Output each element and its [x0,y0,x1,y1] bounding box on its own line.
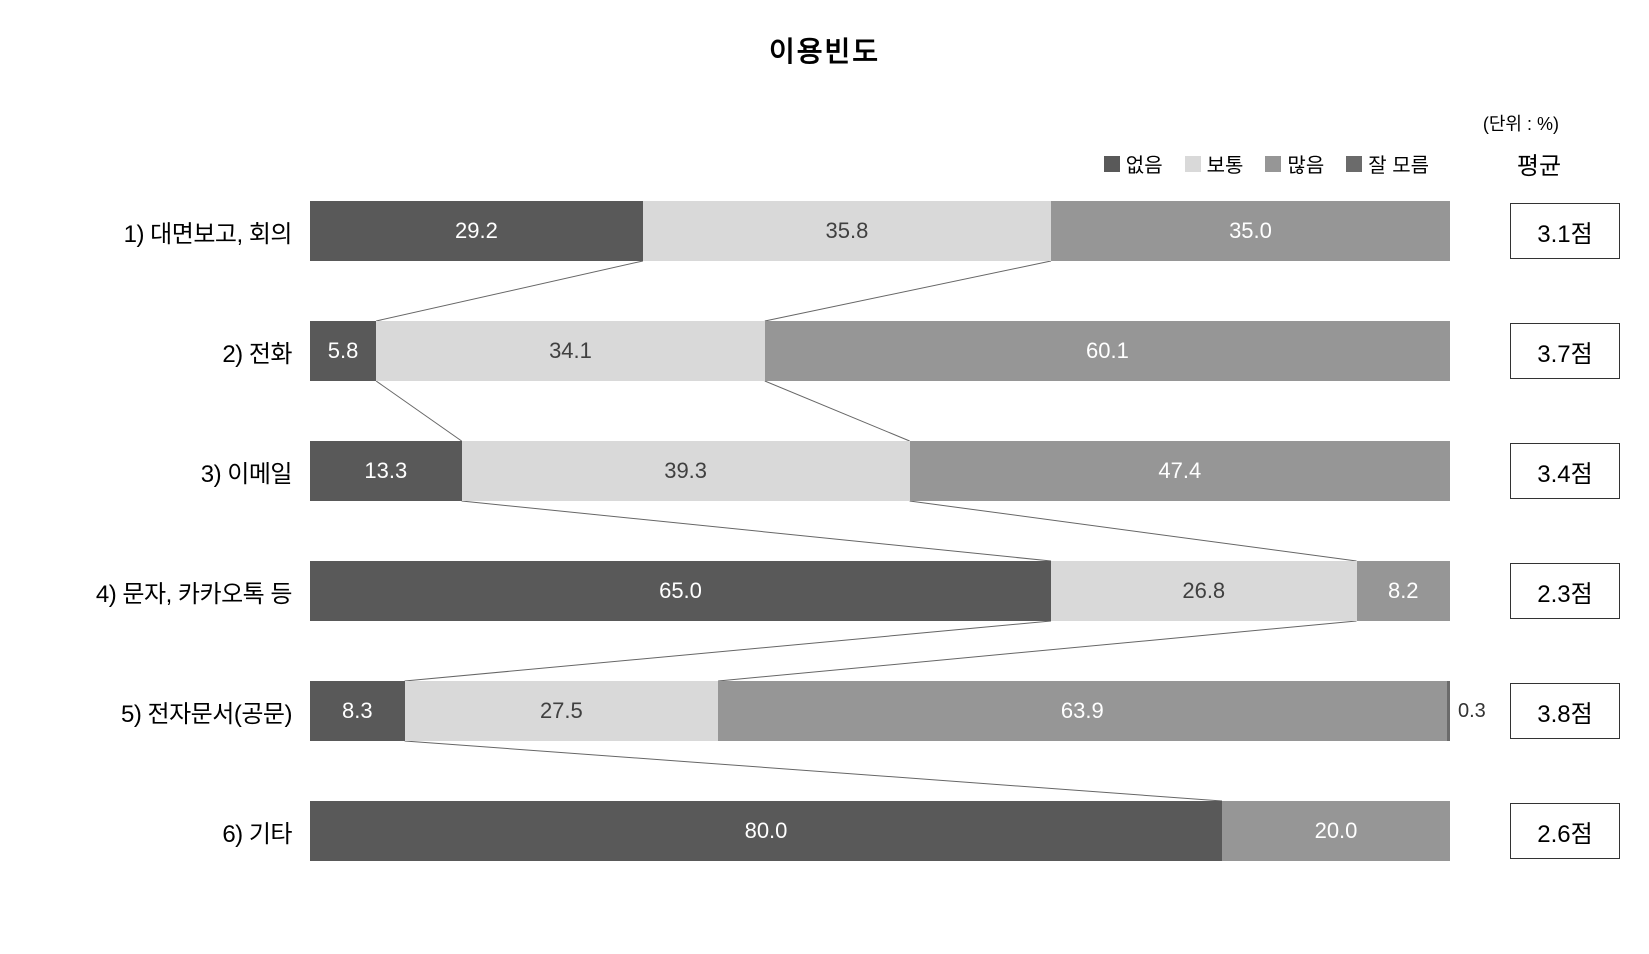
legend: 없음 보통 많음 잘 모름 [310,149,1429,178]
avg-score-box: 3.8점 [1510,683,1620,739]
chart-row: 3) 이메일13.339.347.43.4점 [40,441,1609,501]
avg-score-box: 3.4점 [1510,443,1620,499]
bar-segment: 39.3 [462,441,910,501]
stacked-bar: 8.3 27.5 63.9 0.3 [310,681,1450,741]
bar-segment: 20.0 [1222,801,1450,861]
segment-value: 13.3 [364,458,407,484]
segment-value: 63.9 [1061,698,1104,724]
row-label: 4) 문자, 카카오톡 등 [40,574,310,609]
segment-value: 80.0 [745,818,788,844]
segment-value: 8.2 [1388,578,1419,604]
bar-segment: 35.8 [643,201,1051,261]
segment-value: 35.0 [1229,218,1272,244]
segment-value: 47.4 [1158,458,1201,484]
header-row: 없음 보통 많음 잘 모름 평균 [40,146,1609,181]
bar-segment: 65.0 [310,561,1051,621]
chart-row: 5) 전자문서(공문)8.327.563.90.33.8점 [40,681,1609,741]
legend-swatch [1185,156,1201,172]
bar-segment: 34.1 [376,321,765,381]
legend-item: 없음 [1104,149,1163,178]
stacked-bar: 29.2 35.8 35.0 [310,201,1450,261]
legend-item: 잘 모름 [1346,149,1429,178]
bar-segment: 13.3 [310,441,462,501]
segment-value: 5.8 [328,338,359,364]
legend-label: 많음 [1287,149,1324,178]
bar-segment: 8.2 [1357,561,1450,621]
unit-label: (단위 : %) [40,110,1609,136]
bar-segment: 29.2 [310,201,643,261]
bar-segment: 27.5 [405,681,719,741]
segment-value: 34.1 [549,338,592,364]
segment-value: 8.3 [342,698,373,724]
stacked-bar: 13.3 39.3 47.4 [310,441,1450,501]
segment-value: 39.3 [664,458,707,484]
bar-segment: 80.0 [310,801,1222,861]
avg-score-box: 2.6점 [1510,803,1620,859]
row-label: 2) 전화 [40,334,310,369]
segment-value: 65.0 [659,578,702,604]
chart-row: 1) 대면보고, 회의29.235.835.03.1점 [40,201,1609,261]
row-label: 5) 전자문서(공문) [40,694,310,729]
stacked-bar: 80.0 20.0 [310,801,1450,861]
bar-segment: 26.8 [1051,561,1357,621]
bar-segment: 5.8 [310,321,376,381]
avg-score-box: 3.1점 [1510,203,1620,259]
legend-label: 없음 [1126,149,1163,178]
bar-segment: 0.3 [1447,681,1450,741]
legend-swatch [1104,156,1120,172]
chart-rows: 1) 대면보고, 회의29.235.835.03.1점2) 전화5.834.16… [40,201,1609,861]
row-label: 1) 대면보고, 회의 [40,214,310,249]
segment-value: 26.8 [1182,578,1225,604]
row-label: 6) 기타 [40,814,310,849]
segment-value: 0.3 [1458,700,1486,723]
avg-column-header: 평균 [1469,146,1609,181]
row-label: 3) 이메일 [40,454,310,489]
stacked-bar: 65.0 26.8 8.2 [310,561,1450,621]
segment-value: 27.5 [540,698,583,724]
segment-value: 20.0 [1315,818,1358,844]
chart-title: 이용빈도 [40,30,1609,70]
segment-value: 35.8 [826,218,869,244]
connector-lines [40,201,1450,861]
legend-label: 보통 [1207,149,1244,178]
bar-segment: 63.9 [718,681,1446,741]
chart-row: 4) 문자, 카카오톡 등65.026.88.22.3점 [40,561,1609,621]
legend-item: 많음 [1265,149,1324,178]
legend-label: 잘 모름 [1368,149,1429,178]
segment-value: 60.1 [1086,338,1129,364]
stacked-bar: 5.8 34.1 60.1 [310,321,1450,381]
legend-swatch [1346,156,1362,172]
segment-value: 29.2 [455,218,498,244]
legend-swatch [1265,156,1281,172]
bar-segment: 35.0 [1051,201,1450,261]
avg-score-box: 2.3점 [1510,563,1620,619]
bar-segment: 60.1 [765,321,1450,381]
avg-score-box: 3.7점 [1510,323,1620,379]
chart-row: 6) 기타80.020.02.6점 [40,801,1609,861]
bar-segment: 8.3 [310,681,405,741]
bar-segment: 47.4 [910,441,1450,501]
legend-item: 보통 [1185,149,1244,178]
chart-row: 2) 전화5.834.160.13.7점 [40,321,1609,381]
